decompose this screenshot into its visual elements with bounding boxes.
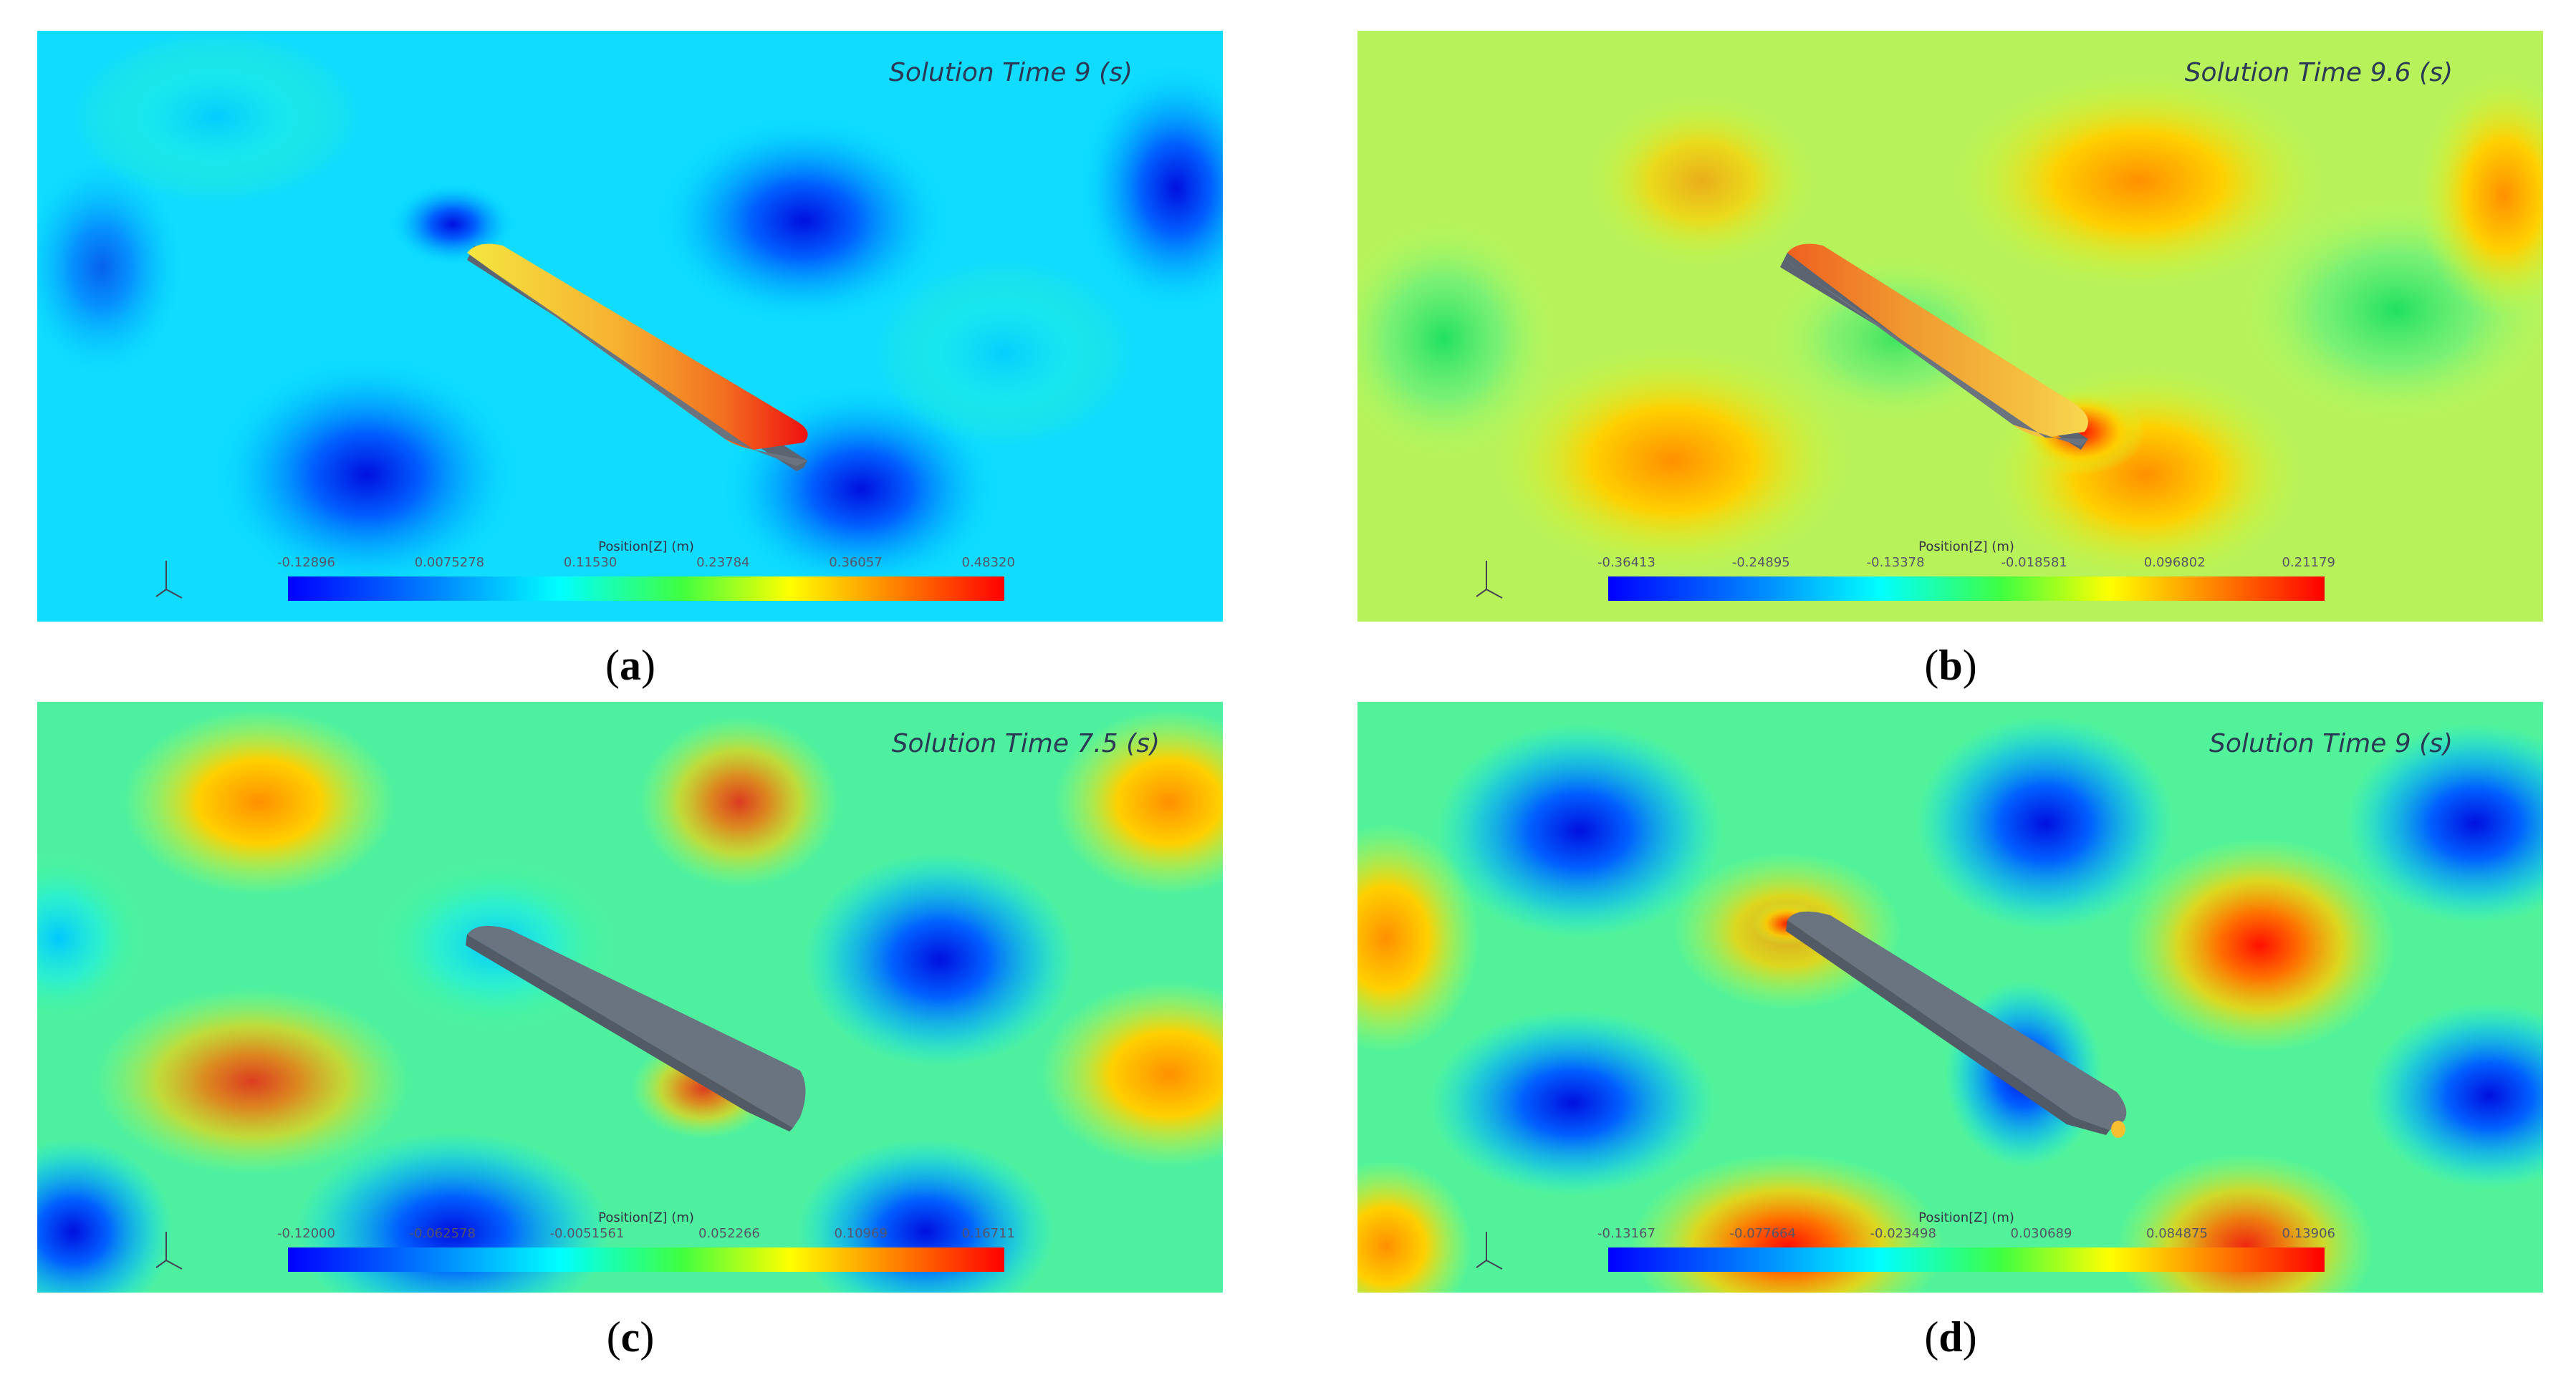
axis-triad-icon [155,561,183,599]
contour-field [1357,31,2543,622]
color-legend: Position[Z] (m) -0.36413 -0.24895 -0.133… [1597,539,2335,604]
legend-tick: 0.10969 [834,1226,888,1241]
legend-tick: 0.16711 [961,1226,1015,1241]
legend-tick: -0.023498 [1870,1226,1936,1241]
legend-tick: 0.13906 [2282,1226,2335,1241]
legend-tick: 0.084875 [2146,1226,2208,1241]
panel-d: Solution Time 9 (s) Position[Z] (m) -0.1… [1357,702,2543,1293]
legend-tick: 0.23784 [696,555,750,570]
legend-tick: 0.11530 [563,555,617,570]
panel-c: Solution Time 7.5 (s) Position[Z] (m) -0… [37,702,1223,1293]
legend-tick: -0.018581 [2001,555,2067,570]
legend-title: Position[Z] (m) [598,539,694,554]
legend-title: Position[Z] (m) [598,1210,694,1225]
caption-d: (d) [1924,1313,1977,1361]
legend-ticks: -0.36413 -0.24895 -0.13378 -0.018581 0.0… [1597,555,2335,570]
legend-tick: -0.077664 [1729,1226,1796,1241]
panel-a: Solution Time 9 (s) Position[Z] (m) -0.1… [37,31,1223,622]
color-legend: Position[Z] (m) -0.12000 -0.062578 -0.00… [277,1210,1015,1275]
legend-tick: -0.062578 [409,1226,476,1241]
legend-tick: -0.12896 [277,555,335,570]
solution-time-label: Solution Time 9 (s) [2209,729,2453,758]
solution-time-label: Solution Time 9 (s) [889,58,1133,87]
caption-c: (c) [606,1313,655,1361]
legend-tick: -0.12000 [277,1226,335,1241]
caption-letter: d [1938,1313,1963,1361]
legend-tick: 0.096802 [2143,555,2206,570]
caption-letter: b [1938,642,1963,689]
legend-colorbar [1608,576,2325,601]
legend-tick: -0.36413 [1597,555,1655,570]
contour-field [37,31,1223,622]
color-legend: Position[Z] (m) -0.13167 -0.077664 -0.02… [1597,1210,2335,1275]
legend-tick: -0.0051561 [549,1226,625,1241]
solution-time-label: Solution Time 9.6 (s) [2184,58,2453,87]
legend-tick: -0.24895 [1731,555,1790,570]
axis-triad-icon [1476,561,1503,599]
legend-tick: 0.36057 [829,555,883,570]
caption-a: (a) [605,642,655,689]
legend-tick: 0.21179 [2282,555,2335,570]
legend-ticks: -0.12896 0.0075278 0.11530 0.23784 0.360… [277,555,1015,570]
color-legend: Position[Z] (m) -0.12896 0.0075278 0.115… [277,539,1015,604]
contour-field [1357,702,2543,1293]
axis-triad-icon [1476,1232,1503,1270]
legend-colorbar [288,1247,1004,1272]
legend-title: Position[Z] (m) [1918,539,2014,554]
caption-letter: a [620,642,641,689]
legend-colorbar [288,576,1004,601]
caption-letter: c [620,1313,640,1361]
legend-title: Position[Z] (m) [1918,1210,2014,1225]
panel-b: Solution Time 9.6 (s) Position[Z] (m) -0… [1357,31,2543,622]
legend-tick: -0.13378 [1866,555,1925,570]
solution-time-label: Solution Time 7.5 (s) [891,729,1160,758]
legend-tick: 0.48320 [961,555,1015,570]
axis-triad-icon [155,1232,183,1270]
caption-b: (b) [1924,642,1977,689]
legend-colorbar [1608,1247,2325,1272]
legend-ticks: -0.13167 -0.077664 -0.023498 0.030689 0.… [1597,1226,2335,1241]
legend-tick: 0.0075278 [414,555,485,570]
legend-tick: -0.13167 [1597,1226,1655,1241]
legend-ticks: -0.12000 -0.062578 -0.0051561 0.052266 0… [277,1226,1015,1241]
contour-field [37,702,1223,1293]
legend-tick: 0.052266 [698,1226,760,1241]
legend-tick: 0.030689 [2010,1226,2072,1241]
